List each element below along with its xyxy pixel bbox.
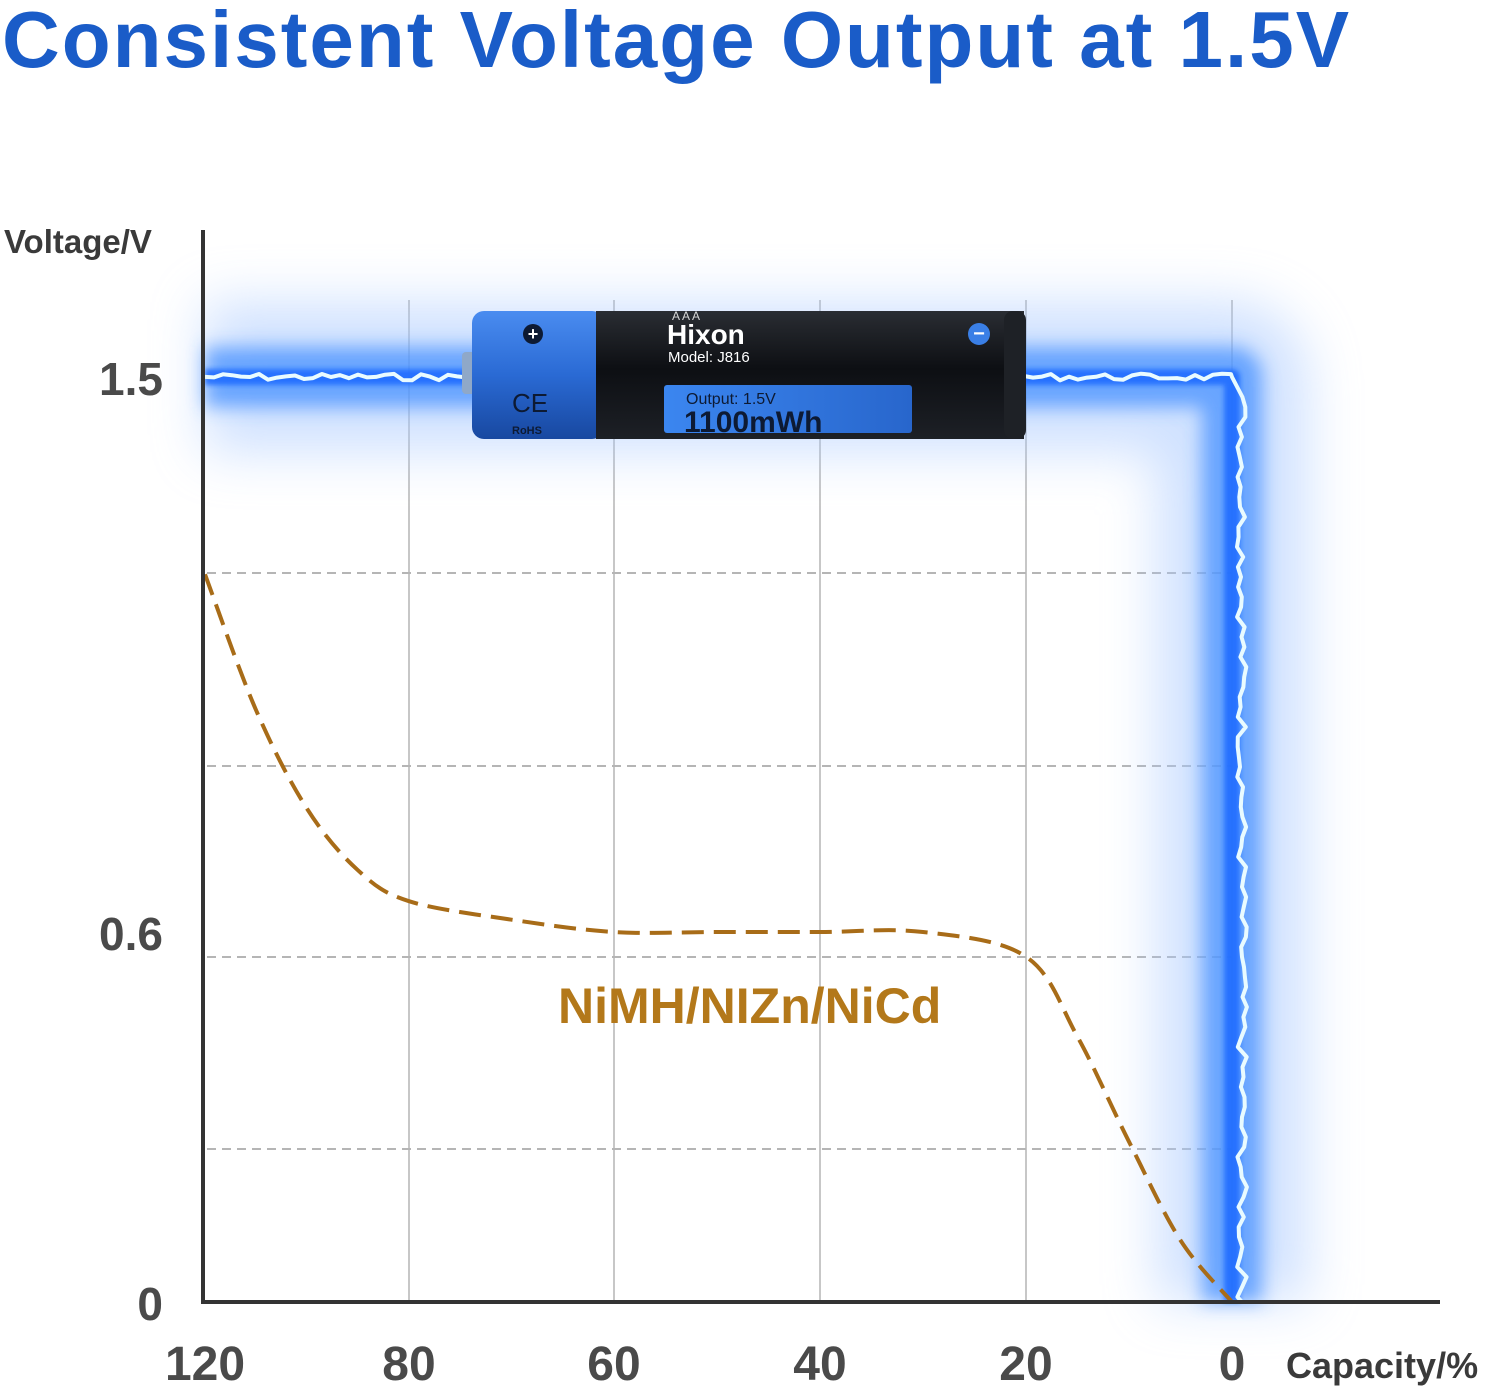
rohs-mark: RoHS — [512, 425, 542, 437]
battery-negative-end — [1004, 311, 1026, 439]
y-tick-label: 0.6 — [99, 908, 163, 960]
x-tick-label: 40 — [793, 1338, 846, 1388]
y-axis-label: Voltage/V — [4, 223, 152, 260]
lightning-glow — [205, 302, 1307, 1302]
page-title: Consistent Voltage Output at 1.5V — [2, 0, 1352, 84]
plus-sign: + — [528, 324, 539, 344]
series-layer — [203, 371, 1249, 1304]
battery-capacity-text: 1100mWh — [684, 406, 822, 439]
x-tick-label: 120 — [165, 1338, 245, 1388]
x-tick-label: 80 — [382, 1338, 435, 1388]
series-line-liion — [203, 371, 1249, 1304]
glow-inner — [205, 369, 1240, 1302]
x-tick-label: 20 — [999, 1338, 1052, 1388]
chart-axes — [201, 230, 1440, 1304]
minus-icon — [968, 323, 990, 345]
ce-mark: CE — [512, 388, 548, 418]
battery-illustration: + − CE RoHS AAA Hixon Model: J816 Output… — [462, 309, 1026, 439]
series-label-nimh: NiMH/NIZn/NiCd — [558, 978, 941, 1034]
minus-sign: − — [973, 323, 985, 345]
y-tick-label: 1.5 — [99, 353, 163, 405]
glow-mid — [205, 347, 1262, 1302]
plus-icon — [523, 324, 543, 344]
tick-labels: 120 80 60 40 20 0 1.5 0.6 0 — [99, 353, 1245, 1388]
battery-model: Model: J816 — [668, 349, 750, 366]
x-tick-label: 60 — [587, 1338, 640, 1388]
battery-brand: Hixon — [667, 319, 745, 350]
battery-size-text: AAA — [672, 309, 702, 323]
battery-output-label — [664, 385, 912, 433]
battery-positive-cap — [472, 311, 604, 439]
battery-output-text: Output: 1.5V — [686, 391, 776, 408]
y-tick-label: 0 — [137, 1278, 163, 1330]
x-tick-label: 0 — [1219, 1338, 1246, 1388]
glow-outer — [205, 302, 1307, 1302]
series-line-nimh — [203, 573, 1234, 1304]
x-axis-label: Capacity/% — [1286, 1345, 1478, 1386]
chart-grid — [207, 300, 1233, 1302]
